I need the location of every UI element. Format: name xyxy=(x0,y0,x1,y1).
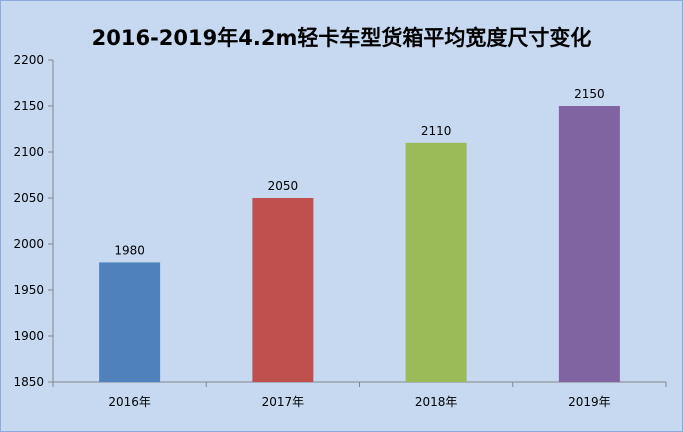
chart-title: 2016-2019年4.2m轻卡车型货箱平均宽度尺寸变化 xyxy=(91,26,592,50)
x-tick-label: 2018年 xyxy=(415,395,458,409)
x-tick-label: 2016年 xyxy=(108,395,151,409)
y-tick-label: 2100 xyxy=(13,145,44,159)
y-tick-label: 2050 xyxy=(13,191,44,205)
y-tick-label: 1850 xyxy=(13,375,44,389)
y-tick-label: 2000 xyxy=(13,237,44,251)
y-tick-label: 1950 xyxy=(13,283,44,297)
bar-2 xyxy=(252,198,314,382)
bar-3 xyxy=(405,142,467,382)
data-label: 2110 xyxy=(421,124,452,138)
bar-1 xyxy=(99,262,161,382)
x-tick-label: 2019年 xyxy=(568,395,611,409)
y-tick-label: 1900 xyxy=(13,329,44,343)
x-tick-label: 2017年 xyxy=(262,395,305,409)
data-label: 2150 xyxy=(574,87,605,101)
y-tick-label: 2150 xyxy=(13,99,44,113)
bar-4 xyxy=(558,106,620,382)
data-label: 1980 xyxy=(114,243,145,257)
y-tick-label: 2200 xyxy=(13,53,44,67)
data-label: 2050 xyxy=(268,179,299,193)
